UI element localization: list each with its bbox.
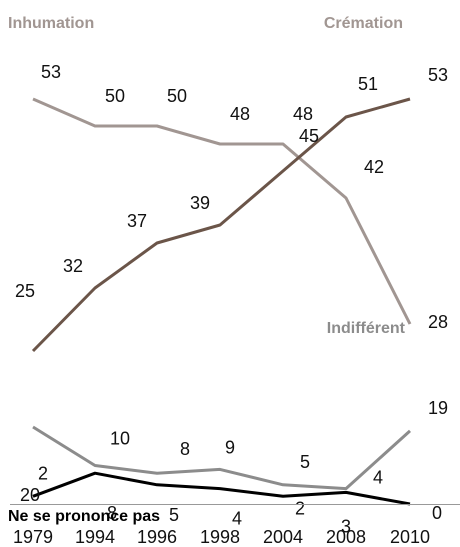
series-label-indifferent: Indifférent (327, 320, 406, 337)
data-label-inhumation-1979: 53 (41, 62, 61, 82)
series-line-inhumation (32, 97, 412, 325)
series-line-cremation (31, 97, 411, 353)
data-label-indifferent-2004: 5 (300, 452, 310, 472)
data-label-ne-se-prononce-pas-2010: 0 (432, 503, 442, 523)
data-label-cremation-1998: 39 (190, 193, 210, 213)
data-label-cremation-1994: 32 (63, 256, 83, 276)
x-tick-2004: 2004 (263, 527, 303, 547)
series-label-ne-se-prononce-pas: Ne se prononce pas (8, 508, 160, 525)
data-label-ne-se-prononce-pas-1998: 4 (232, 509, 242, 529)
data-label-indifferent-1998: 9 (225, 437, 235, 457)
data-label-ne-se-prononce-pas-1994: 8 (107, 503, 117, 523)
data-label-inhumation-1996: 50 (167, 86, 187, 106)
data-label-cremation-1979: 25 (15, 281, 35, 301)
data-label-inhumation-2004: 48 (293, 104, 313, 124)
data-label-indifferent-1994: 10 (110, 429, 130, 449)
series-label-inhumation: Inhumation (8, 15, 94, 32)
data-label-indifferent-2008: 4 (373, 468, 383, 488)
data-label-inhumation-2008: 42 (364, 157, 384, 177)
x-tick-2010: 2010 (390, 527, 430, 547)
data-label-cremation-2004: 45 (299, 126, 319, 146)
series-lines (31, 97, 412, 506)
data-label-indifferent-1996: 8 (180, 439, 190, 459)
x-tick-1994: 1994 (75, 527, 115, 547)
data-label-inhumation-1994: 50 (105, 86, 125, 106)
data-label-ne-se-prononce-pas-2008: 3 (341, 516, 351, 536)
series-line-ne-se-prononce-pas (32, 471, 411, 506)
data-label-inhumation-2010: 28 (428, 312, 448, 332)
x-tick-1996: 1996 (137, 527, 177, 547)
data-label-cremation-2010: 53 (428, 65, 448, 85)
x-axis-ticks: 1979 1994 1996 1998 2004 2008 2010 (13, 527, 430, 547)
data-label-ne-se-prononce-pas-1996: 5 (169, 505, 179, 525)
data-label-ne-se-prononce-pas-2004: 2 (295, 498, 305, 518)
x-tick-1998: 1998 (200, 527, 240, 547)
data-label-ne-se-prononce-pas-1979: 2 (38, 463, 48, 483)
series-line-indifferent (32, 425, 412, 491)
data-label-cremation-1996: 37 (127, 211, 147, 231)
x-tick-2008: 2008 (326, 527, 366, 547)
data-label-indifferent-1979: 20 (20, 485, 40, 505)
series-label-cremation: Crémation (324, 15, 403, 32)
x-tick-1979: 1979 (13, 527, 53, 547)
data-label-cremation-2008: 51 (358, 74, 378, 94)
data-label-indifferent-2010: 19 (428, 398, 448, 418)
data-label-inhumation-1998: 48 (230, 104, 250, 124)
